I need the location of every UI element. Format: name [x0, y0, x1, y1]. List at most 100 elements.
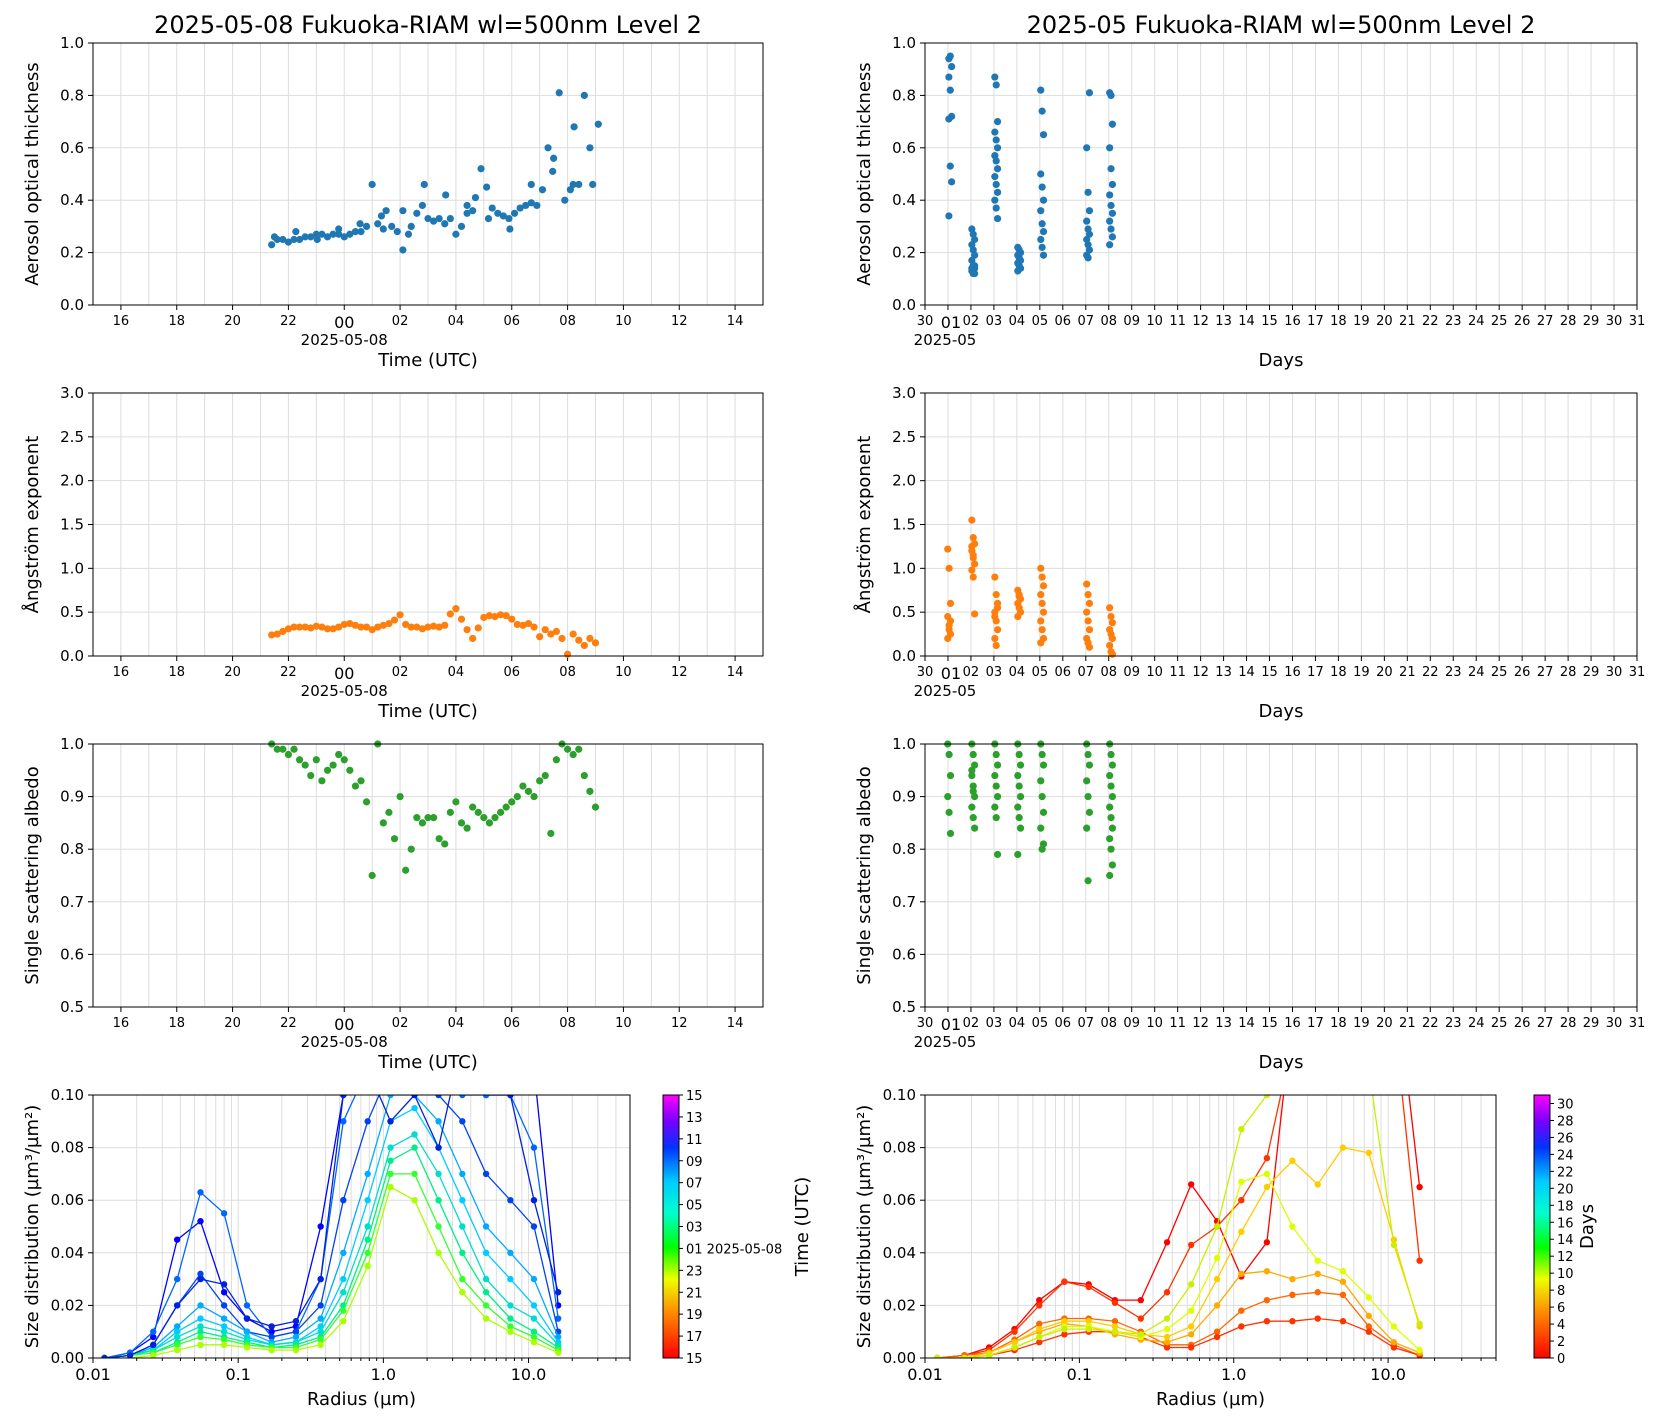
data-point [1238, 1307, 1245, 1314]
data-point [1238, 1323, 1245, 1330]
data-point [1340, 987, 1346, 993]
data-point [357, 228, 365, 236]
data-point [1163, 1289, 1171, 1296]
data-point [469, 803, 477, 811]
data-point [530, 1275, 538, 1283]
data-point [1263, 1154, 1271, 1162]
x-tick-label: 03 [986, 1016, 1003, 1031]
x-tick-label: 0.1 [1067, 1365, 1092, 1384]
axes-frame [924, 42, 1638, 306]
data-point [435, 214, 443, 223]
data-point [368, 180, 376, 189]
data-point [173, 1323, 181, 1330]
data-point [243, 1302, 251, 1309]
data-point [1084, 750, 1092, 759]
data-point [1263, 1170, 1271, 1178]
data-point [459, 1275, 466, 1283]
data-point [411, 1039, 417, 1045]
data-point [563, 745, 572, 753]
data-point [992, 641, 1000, 650]
data-point [1314, 1181, 1321, 1188]
x-tick-label: 06 [1055, 314, 1072, 329]
data-point [292, 1346, 300, 1354]
data-point [435, 1039, 441, 1045]
data-point [364, 1249, 371, 1257]
data-point [268, 241, 276, 249]
data-point [1213, 1328, 1221, 1335]
data-point [993, 144, 1002, 152]
series-group [934, 960, 1423, 1358]
x-tick-label: 31 [1629, 665, 1646, 680]
y-axis-label: Single scattering albedo [22, 766, 43, 984]
data-point [279, 235, 287, 244]
colorbar-tick-label: 4 [1557, 1318, 1565, 1333]
x-tick-label: 29 [1583, 1016, 1600, 1031]
axes-frame [92, 1094, 631, 1359]
data-point [441, 220, 449, 228]
data-point [1391, 960, 1397, 966]
data-point [948, 178, 956, 186]
x-tick-label: 06 [1055, 1016, 1072, 1031]
x-tick-label: 15 [1261, 665, 1278, 680]
data-point [173, 1275, 181, 1283]
x-tick-label: 24 [1468, 1016, 1485, 1031]
data-point [197, 1275, 204, 1283]
y-tick-label: 0.06 [883, 1191, 916, 1209]
series-line [937, 1291, 1420, 1358]
data-point [268, 1346, 275, 1354]
data-point [388, 222, 396, 230]
data-point [488, 204, 496, 212]
data-point [317, 1223, 324, 1230]
data-point [411, 1197, 418, 1204]
data-point [1108, 824, 1117, 832]
data-point [407, 623, 415, 631]
data-point [220, 1323, 228, 1330]
x-date-label: 2025-05 [914, 682, 977, 700]
data-point [946, 599, 955, 608]
x-tick-label: 01 [941, 664, 961, 683]
series-line [104, 1146, 559, 1358]
data-point [1390, 1323, 1398, 1330]
data-point [527, 199, 535, 207]
data-point [474, 808, 482, 816]
chart-title: 2025-05 Fukuoka-RIAM wl=500nm Level 2 [1027, 11, 1536, 39]
x-tick-label: 11 [1169, 665, 1186, 680]
data-point [554, 1349, 562, 1356]
data-point [1061, 1331, 1068, 1338]
data-point [993, 793, 1002, 801]
data-point [446, 808, 454, 816]
data-point [1037, 170, 1045, 178]
data-point [580, 641, 588, 650]
data-point [569, 630, 577, 638]
data-point [374, 220, 382, 228]
data-point [1340, 1039, 1346, 1045]
data-point [469, 207, 477, 215]
data-point [1036, 1320, 1043, 1328]
x-tick-label: 06 [503, 665, 520, 680]
data-point [484, 214, 493, 223]
data-point [379, 819, 387, 827]
data-point [538, 186, 547, 194]
data-point [290, 623, 298, 631]
data-point [1014, 771, 1022, 780]
data-point [1106, 604, 1114, 612]
data-point [1314, 1270, 1321, 1278]
x-tick-label: 18 [168, 314, 185, 329]
data-point [1137, 1331, 1144, 1338]
x-tick-label: 00 [334, 664, 354, 683]
data-point [407, 222, 415, 230]
y-tick-label: 0.10 [883, 1086, 916, 1104]
data-point [362, 798, 371, 806]
data-point [1339, 1268, 1347, 1275]
x-tick-label: 22 [280, 665, 297, 680]
x-tick-label: 26 [1514, 314, 1531, 329]
x-tick-label: 19 [1353, 1016, 1370, 1031]
data-point [575, 636, 583, 644]
x-tick-label: 30 [917, 314, 934, 329]
data-point [1416, 1346, 1423, 1354]
data-point [1416, 1320, 1423, 1328]
data-point [530, 1144, 538, 1151]
x-date-label: 2025-05 [914, 331, 977, 349]
data-point [435, 1095, 442, 1099]
